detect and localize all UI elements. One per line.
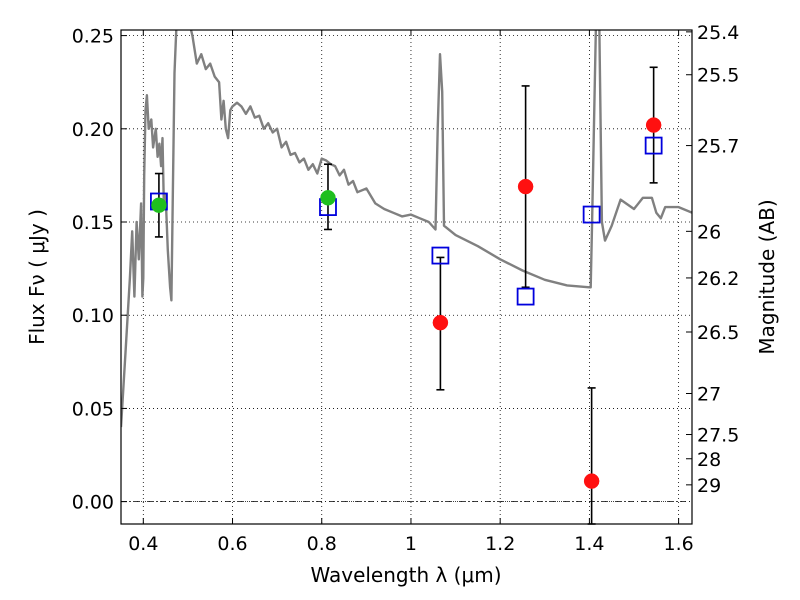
data-point-marker	[517, 178, 534, 195]
x-tick-label: 1.2	[485, 533, 515, 555]
error-bars-layer	[154, 66, 658, 525]
y-tick-label: 0.15	[72, 212, 114, 234]
y-tick-label: 0.05	[72, 398, 114, 420]
magnitude-axis-label: Magnitude (AB)	[755, 199, 779, 354]
y-tick-label: 0.20	[72, 119, 114, 141]
model-square-marker	[516, 287, 535, 306]
model-spectrum-layer	[121, 30, 692, 428]
model-spectrum-line	[121, 30, 692, 428]
plot-frame	[120, 29, 693, 525]
mag-tick-label: 25.7	[697, 136, 739, 158]
data-point-marker	[645, 117, 662, 133]
x-tick-label: 1.6	[664, 533, 694, 555]
model-square-marker	[431, 246, 450, 265]
tick-labels: 0.4 0.6 0.8 1 1.2 1.4 1.6 0.00 0.05 0.10 0.15 0.20 0…	[72, 22, 740, 555]
markers-layer	[150, 117, 663, 489]
x-axis-label: Wavelength λ (μm)	[310, 563, 501, 587]
mag-tick-label: 25.4	[697, 22, 739, 44]
data-point-marker	[320, 190, 336, 206]
mag-tick-label: 28	[697, 449, 721, 471]
data-point-marker	[432, 314, 449, 331]
x-tick-label: 0.6	[217, 533, 247, 555]
x-tick-label: 1	[405, 533, 417, 555]
y-axis-label: Flux Fν ( μJy )	[25, 209, 49, 345]
data-point-marker	[583, 473, 600, 489]
data-point-marker	[151, 197, 167, 213]
y-tick-label: 0.10	[72, 305, 114, 327]
y-tick-label: 0.00	[72, 492, 114, 514]
mag-tick-label: 26.5	[697, 322, 739, 344]
model-square-marker	[582, 205, 601, 224]
mag-tick-label: 27	[697, 384, 721, 406]
x-tick-label: 0.4	[128, 533, 158, 555]
mag-tick-label: 29	[697, 475, 721, 497]
grid-lines	[121, 30, 692, 524]
mag-tick-label: 26.2	[697, 268, 739, 290]
mag-tick-label: 25.5	[697, 65, 739, 87]
y-tick-label: 0.25	[72, 26, 114, 48]
x-tick-label: 0.8	[307, 533, 337, 555]
x-tick-label: 1.4	[574, 533, 604, 555]
mag-tick-label: 27.5	[697, 425, 739, 447]
tick-marks	[121, 30, 692, 524]
mag-tick-label: 26	[697, 221, 721, 243]
model-square-marker	[644, 136, 663, 155]
